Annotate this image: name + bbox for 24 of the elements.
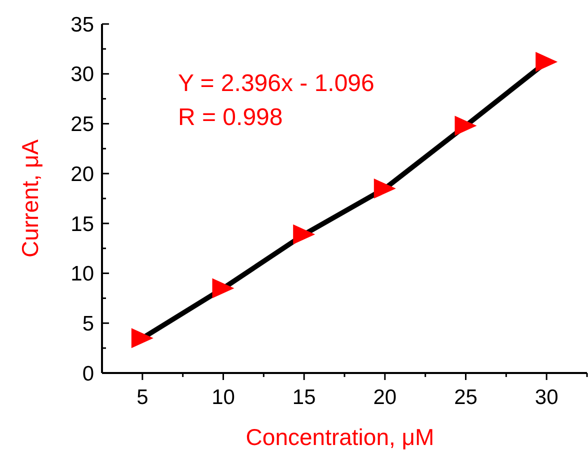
x-tick-label: 5 (136, 386, 148, 409)
x-axis-title: Concentration, μM (246, 424, 434, 450)
x-tick-label: 30 (534, 386, 558, 409)
x-tick-label: 15 (292, 386, 316, 409)
x-tick-label: 25 (454, 386, 478, 409)
y-tick-label: 5 (82, 312, 94, 336)
x-tick-label: 10 (212, 386, 235, 409)
y-tick-label: 20 (70, 162, 94, 186)
y-tick-label: 15 (70, 212, 94, 236)
y-tick-label: 30 (70, 63, 94, 86)
point (212, 278, 234, 298)
point (374, 178, 396, 199)
point (293, 224, 316, 244)
point (131, 328, 154, 348)
x-tick-label: 20 (373, 386, 397, 409)
y-tick-label: 35 (70, 13, 94, 36)
point (536, 52, 558, 72)
y-tick-label: 10 (70, 262, 94, 286)
annotation: R = 0.998 (178, 104, 283, 131)
y-axis-title: Current, μA (17, 138, 43, 258)
y-tick-label: 25 (70, 113, 94, 136)
y-tick-label: 0 (82, 362, 94, 386)
annotation: Y = 2.396x - 1.096 (178, 70, 374, 97)
point (454, 116, 477, 136)
